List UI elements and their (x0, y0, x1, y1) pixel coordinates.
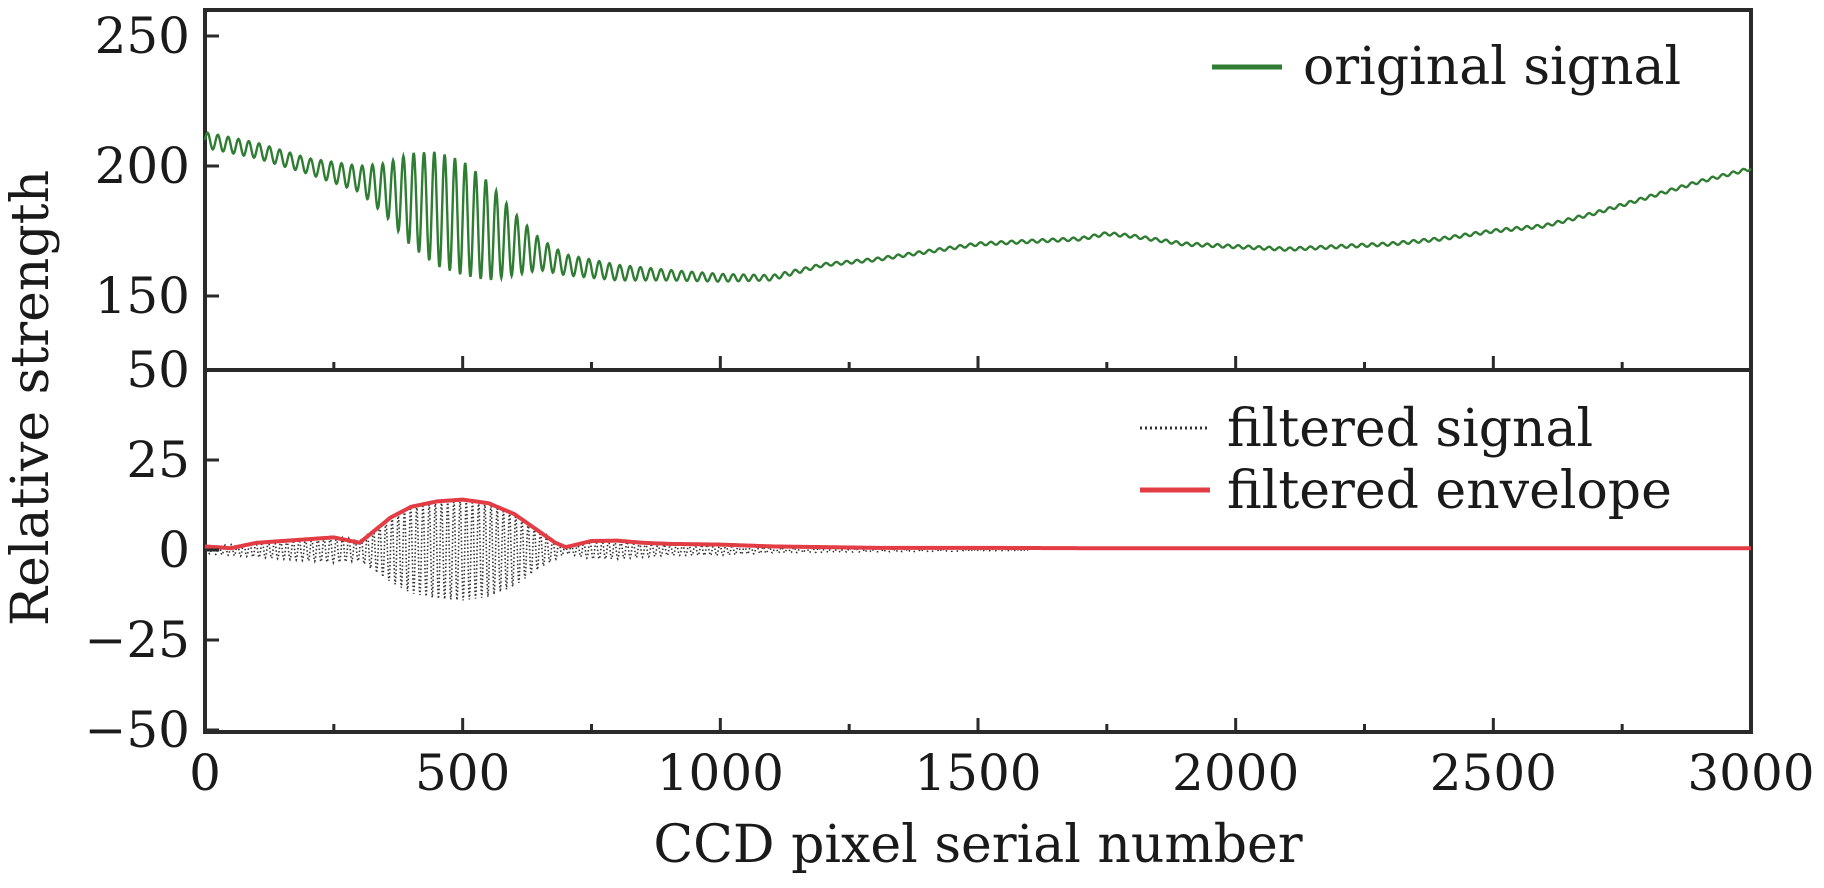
bottom-panel-series (204, 497, 1751, 601)
x-tick-label: 2500 (1430, 744, 1557, 802)
top-y-tick-label: 50 (126, 341, 190, 399)
original-signal-line (203, 131, 1752, 283)
x-axis-title: CCD pixel serial number (653, 815, 1302, 875)
filtered-envelope-line (204, 497, 1751, 551)
legend-top: original signal (1212, 37, 1681, 97)
axis-ticks: 0 500 1000 1500 2000 2500 300050150200250−50−2… (84, 7, 1814, 802)
y-axis-title: Relative strength (1, 170, 61, 626)
legend-original-label: original signal (1303, 37, 1681, 97)
filtered-signal-line (204, 499, 1030, 601)
x-tick-label: 1000 (657, 744, 784, 802)
bottom-y-tick-label: −25 (84, 611, 190, 669)
x-tick-label: 500 (415, 744, 510, 802)
top-y-tick-label: 250 (95, 7, 190, 65)
legend-bottom: filtered signal filtered envelope (1140, 399, 1672, 521)
top-y-tick-label: 200 (95, 137, 190, 195)
x-tick-label: 0 (189, 744, 221, 802)
legend-envelope-label: filtered envelope (1227, 461, 1672, 521)
bottom-y-tick-label: −50 (84, 701, 190, 759)
x-tick-label: 3000 (1687, 744, 1814, 802)
x-tick-label: 2000 (1172, 744, 1299, 802)
top-panel-series (203, 131, 1752, 283)
legend-filtered-label: filtered signal (1227, 399, 1593, 459)
bottom-y-tick-label: 25 (126, 431, 190, 489)
x-tick-label: 1500 (914, 744, 1041, 802)
top-y-tick-label: 150 (95, 267, 190, 325)
bottom-y-tick-label: 0 (158, 521, 190, 579)
